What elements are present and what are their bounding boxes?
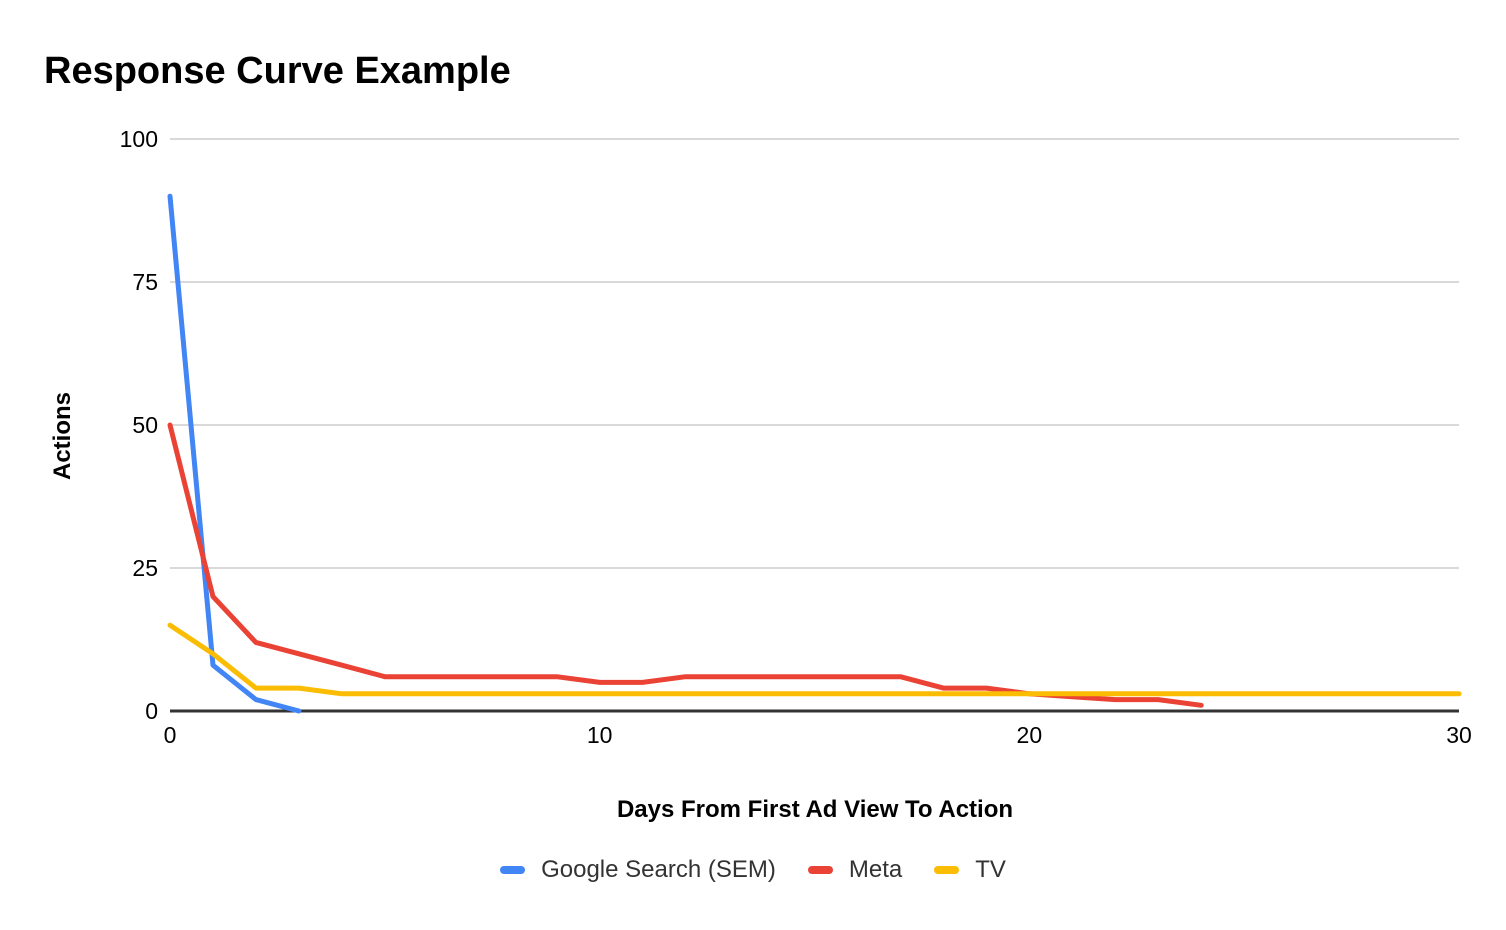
y-tick-label: 50 — [132, 412, 158, 438]
y-tick-label: 75 — [132, 269, 158, 295]
series-line-tv — [167, 622, 1462, 697]
y-tick-label: 0 — [145, 698, 158, 724]
y-tick-label: 100 — [119, 126, 158, 152]
legend-label: Meta — [848, 856, 903, 883]
x-tick-label: 30 — [1446, 722, 1472, 748]
legend-swatch-meta — [807, 866, 833, 874]
legend-item-google-search-sem: Google Search (SEM) — [500, 856, 776, 884]
legend-swatch-google-search-sem — [500, 866, 526, 874]
x-axis-title: Days From First Ad View To Action — [616, 796, 1014, 823]
x-tick-label: 10 — [586, 722, 613, 748]
y-tick-label: 25 — [132, 555, 158, 581]
y-axis-title: Actions — [49, 392, 76, 481]
legend-swatch-tv — [934, 866, 960, 874]
legend-item-meta: Meta — [807, 856, 903, 884]
x-tick-label: 20 — [1016, 722, 1043, 748]
series-line-google-search-sem — [167, 193, 302, 714]
chart-legend: Google Search (SEM) Meta TV — [0, 856, 1506, 884]
x-tick-label: 0 — [163, 722, 177, 748]
chart-title: Response Curve Example — [44, 50, 511, 92]
legend-label: Google Search (SEM) — [541, 856, 776, 883]
legend-label: TV — [975, 856, 1006, 883]
series-line-meta — [167, 422, 1204, 708]
legend-item-tv: TV — [934, 856, 1006, 884]
